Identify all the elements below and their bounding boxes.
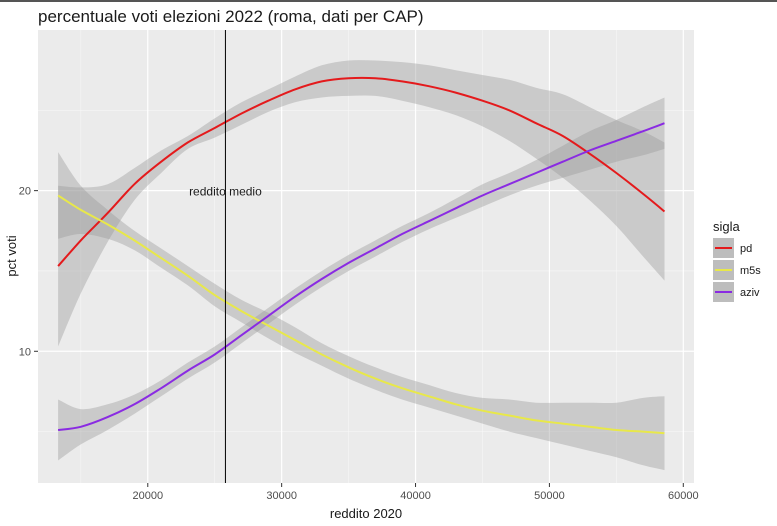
y-tick-label: 20 — [19, 186, 31, 198]
series-line-aziv — [57, 122, 665, 431]
y-axis-label: pct voti — [4, 235, 19, 276]
x-tick-label: 30000 — [266, 490, 297, 502]
legend-label-aziv: aziv — [740, 287, 760, 299]
chart-title: percentuale voti elezioni 2022 (roma, da… — [38, 7, 424, 26]
legend-title: sigla — [713, 219, 741, 234]
legend: sigla pd m5s aziv — [713, 219, 761, 302]
series-lines — [57, 76, 666, 435]
x-tick-label: 20000 — [132, 490, 163, 502]
series-line-pd — [57, 76, 666, 267]
legend-label-m5s: m5s — [740, 265, 761, 277]
legend-label-pd: pd — [740, 243, 752, 255]
reddito-medio-label: reddito medio — [189, 185, 262, 199]
reference-line: reddito medio — [189, 30, 262, 483]
x-tick-label: 40000 — [400, 490, 431, 502]
ci-band-m5s — [58, 152, 665, 471]
grid — [38, 30, 694, 483]
x-axis-ticks: 20000 30000 40000 50000 60000 — [132, 483, 699, 502]
ci-band-aziv — [58, 97, 665, 461]
y-axis-ticks: 10 20 — [19, 186, 38, 358]
series-line-m5s — [57, 194, 665, 435]
x-tick-label: 50000 — [534, 490, 565, 502]
x-tick-label: 60000 — [668, 490, 699, 502]
top-border — [0, 0, 777, 2]
x-axis-label: reddito 2020 — [330, 506, 402, 521]
y-tick-label: 10 — [19, 346, 31, 358]
